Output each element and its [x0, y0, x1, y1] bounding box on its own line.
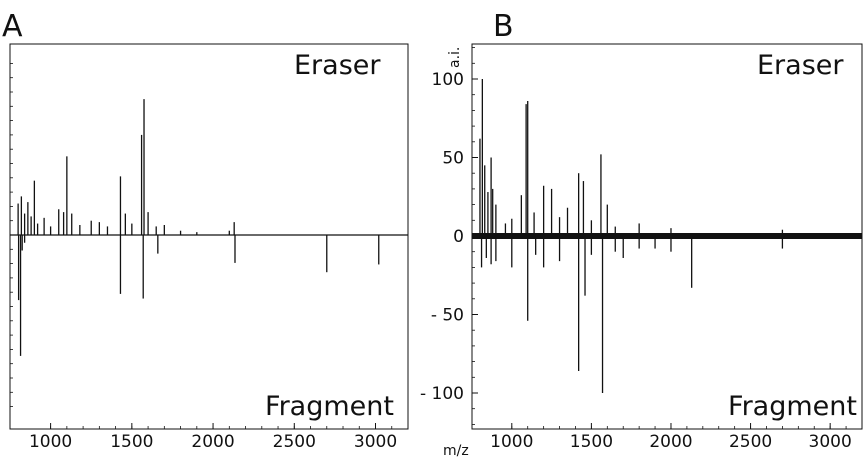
panel-letter-b: B: [493, 9, 514, 44]
x-tick-label: 1000: [29, 432, 72, 452]
y-tick-label: - 100: [420, 384, 464, 404]
x-tick-label: 2000: [649, 432, 692, 452]
x-tick-label: 2000: [191, 432, 234, 452]
panel-a-eraser-label: Eraser: [294, 50, 381, 81]
x-tick-label: 1500: [570, 432, 613, 452]
panel-b-y-ticks: 100 50 0 - 50 - 100: [420, 47, 478, 425]
panel-b-eraser-label: Eraser: [757, 50, 844, 81]
panel-letter-a: A: [2, 9, 23, 44]
panel-b-x-axis-label: m/z: [443, 443, 469, 458]
panel-b-x-ticks: 1000 1500 2000 2500 3000: [490, 423, 863, 452]
y-tick-label: 50: [442, 149, 464, 169]
panel-a: A 1000 1500 2000 2500 3000 Eraser Fragment: [2, 9, 409, 452]
x-tick-label: 1000: [490, 432, 533, 452]
x-tick-label: 2500: [273, 432, 316, 452]
panel-a-x-ticks: 1000 1500 2000 2500 3000: [29, 423, 409, 452]
y-tick-label: 0: [453, 227, 464, 247]
x-tick-label: 3000: [809, 432, 852, 452]
x-tick-label: 3000: [354, 432, 397, 452]
panel-b-baseline-band: [472, 233, 862, 239]
panel-a-fragment-label: Fragment: [265, 391, 394, 422]
y-tick-label: 100: [432, 70, 464, 90]
panel-b-fragment-label: Fragment: [728, 391, 857, 422]
panel-b: B 1000 1500 2000 2500 3000 100 50 0 - 50 - 100 E…: [420, 9, 863, 458]
panel-b-y-axis-label: a.i.: [447, 47, 463, 68]
x-tick-label: 1500: [110, 432, 153, 452]
panel-a-spectrum: [17, 99, 380, 356]
y-tick-label: - 50: [431, 306, 464, 326]
x-tick-label: 2500: [729, 432, 772, 452]
panel-a-frame: [9, 43, 409, 430]
